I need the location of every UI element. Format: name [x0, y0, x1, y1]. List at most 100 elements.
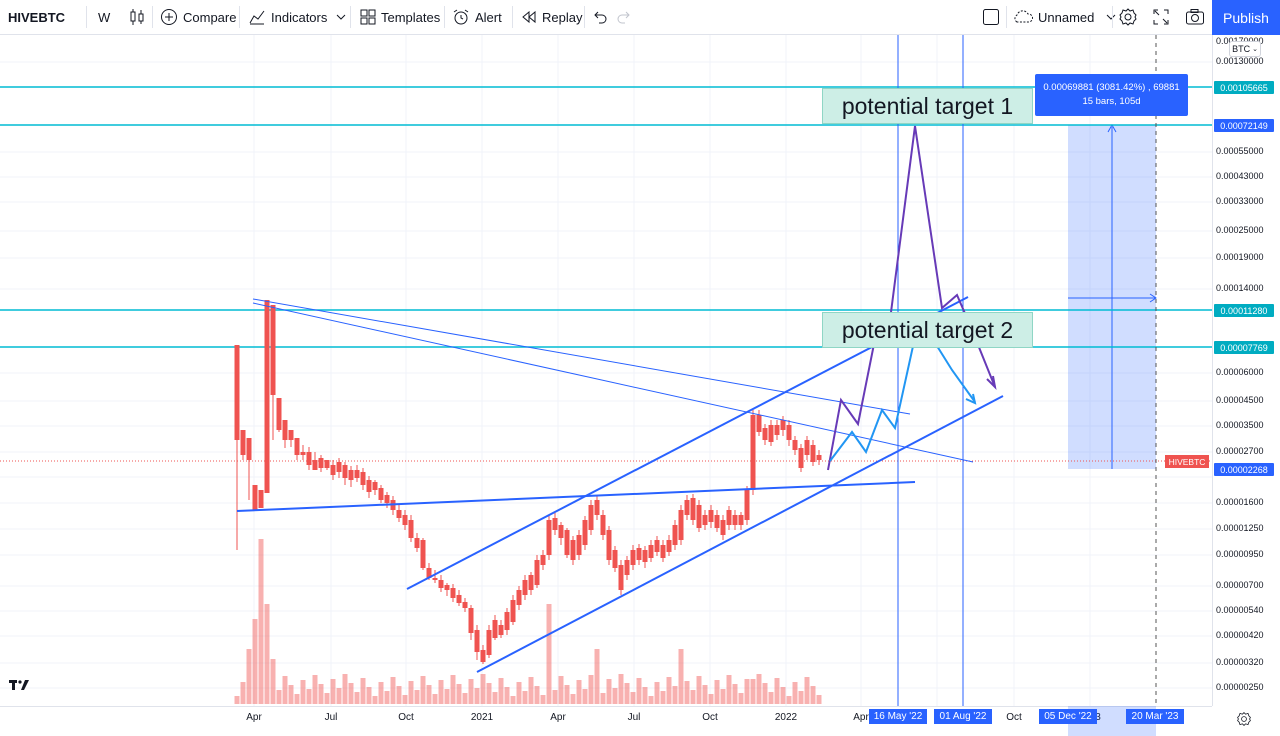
symbol-search[interactable]: HIVEBTC — [8, 0, 65, 34]
candle — [258, 490, 264, 508]
volume-bar — [594, 649, 600, 704]
candle — [510, 600, 516, 622]
time-axis-label: Apr — [550, 712, 566, 723]
interval-button[interactable]: W — [98, 0, 110, 34]
candle — [492, 620, 498, 638]
price-axis-label: 0.00019000 — [1216, 252, 1264, 262]
candle — [708, 510, 714, 522]
candle — [600, 515, 606, 535]
price-axis-label: 0.00000250 — [1216, 682, 1264, 692]
tradingview-logo[interactable] — [9, 678, 31, 697]
candle — [534, 560, 540, 585]
fullscreen-icon — [1152, 8, 1170, 26]
volume-bar — [312, 675, 318, 704]
volume-bar — [648, 696, 654, 704]
templates-button[interactable]: Templates — [360, 0, 440, 34]
trendline-down-1[interactable] — [252, 298, 911, 415]
projection-path-blue[interactable] — [829, 326, 976, 462]
fullscreen-button[interactable] — [1152, 0, 1170, 34]
settings-button[interactable] — [1118, 0, 1138, 34]
candle — [240, 430, 246, 455]
candle — [444, 585, 450, 590]
volume-bar — [372, 696, 378, 704]
candlesticks — [234, 300, 822, 664]
volume-bar — [474, 688, 480, 704]
checkbox-icon — [982, 8, 1000, 26]
price-axis-label: 0.00033000 — [1216, 196, 1264, 206]
candle — [294, 438, 300, 455]
candle — [264, 300, 270, 493]
price-axis-label: 0.00002700 — [1216, 446, 1264, 456]
candle — [456, 595, 462, 603]
time-tag-16-may: 16 May '22 — [869, 709, 927, 724]
candle — [558, 525, 564, 538]
projection-path-purple[interactable] — [827, 125, 996, 471]
candle — [630, 550, 636, 565]
layout-name-button[interactable]: Unnamed — [1012, 0, 1116, 34]
chart-pane[interactable]: potential target 1 potential target 2 — [0, 35, 1212, 706]
volume-bar — [336, 688, 342, 704]
volume-bar — [696, 676, 702, 704]
indicators-icon — [248, 8, 266, 26]
chart-type-button[interactable] — [128, 0, 146, 34]
candle — [654, 540, 660, 552]
annotation-text: potential target 2 — [841, 316, 1014, 343]
compare-label: Compare — [183, 9, 237, 25]
candle — [672, 525, 678, 545]
volume-bar — [612, 688, 618, 704]
volume-bar — [324, 693, 330, 704]
candle — [678, 510, 684, 540]
volume-bar — [762, 683, 768, 704]
price-axis[interactable] — [1212, 35, 1280, 706]
chart-canvas[interactable] — [0, 35, 1212, 706]
indicators-dropdown[interactable] — [336, 0, 346, 34]
candle — [486, 630, 492, 655]
axis-settings-button[interactable] — [1236, 711, 1252, 732]
candles-icon — [128, 8, 146, 26]
time-axis-label: 3 — [1095, 712, 1101, 723]
volume-bar — [270, 659, 276, 704]
measure-tooltip: 0.00069881 (3081.42%) , 69881 15 bars, 1… — [1035, 74, 1188, 116]
time-tag-05-dec: 05 Dec '22 — [1039, 709, 1097, 724]
layout-name: Unnamed — [1038, 9, 1095, 25]
select-checkbox[interactable] — [982, 0, 1000, 34]
redo-button[interactable] — [616, 0, 632, 34]
volume-bar — [462, 693, 468, 704]
time-axis-label: Apr — [853, 712, 869, 723]
snapshot-button[interactable] — [1185, 0, 1205, 34]
candle — [288, 430, 294, 440]
currency-selector[interactable]: BTC ⌄ — [1229, 41, 1261, 57]
alarm-icon — [452, 8, 470, 26]
time-tag-20-mar: 20 Mar '23 — [1126, 709, 1184, 724]
volume-bar — [516, 682, 522, 704]
candle — [792, 440, 798, 450]
annotation-target-1[interactable]: potential target 1 — [822, 88, 1033, 124]
indicators-button[interactable]: Indicators — [248, 0, 327, 34]
trendline-support[interactable] — [236, 481, 916, 512]
undo-button[interactable] — [592, 0, 608, 34]
candle — [666, 540, 672, 552]
candle — [498, 625, 504, 635]
volume-bar — [750, 679, 756, 704]
volume-bar — [564, 685, 570, 704]
time-axis[interactable] — [0, 706, 1212, 736]
chevron-down-icon: ⌄ — [1252, 46, 1258, 53]
volume-bar — [576, 680, 582, 704]
volume-bar — [246, 649, 252, 704]
annotation-target-2[interactable]: potential target 2 — [822, 312, 1033, 348]
alert-button[interactable]: Alert — [452, 0, 502, 34]
publish-button[interactable]: Publish — [1212, 0, 1280, 35]
volume-bar — [708, 694, 714, 704]
volume-bar — [438, 680, 444, 704]
channel-lower[interactable] — [476, 395, 1004, 673]
volume-bar — [540, 695, 546, 704]
compare-button[interactable]: Compare — [160, 0, 236, 34]
candle — [276, 398, 282, 430]
trendline-down-2[interactable] — [252, 302, 974, 463]
volume-bar — [546, 604, 552, 704]
volume-bar — [588, 675, 594, 704]
redo-icon — [616, 9, 632, 25]
indicators-label: Indicators — [271, 9, 328, 25]
replay-button[interactable]: Replay — [521, 0, 582, 34]
candle — [726, 510, 732, 525]
